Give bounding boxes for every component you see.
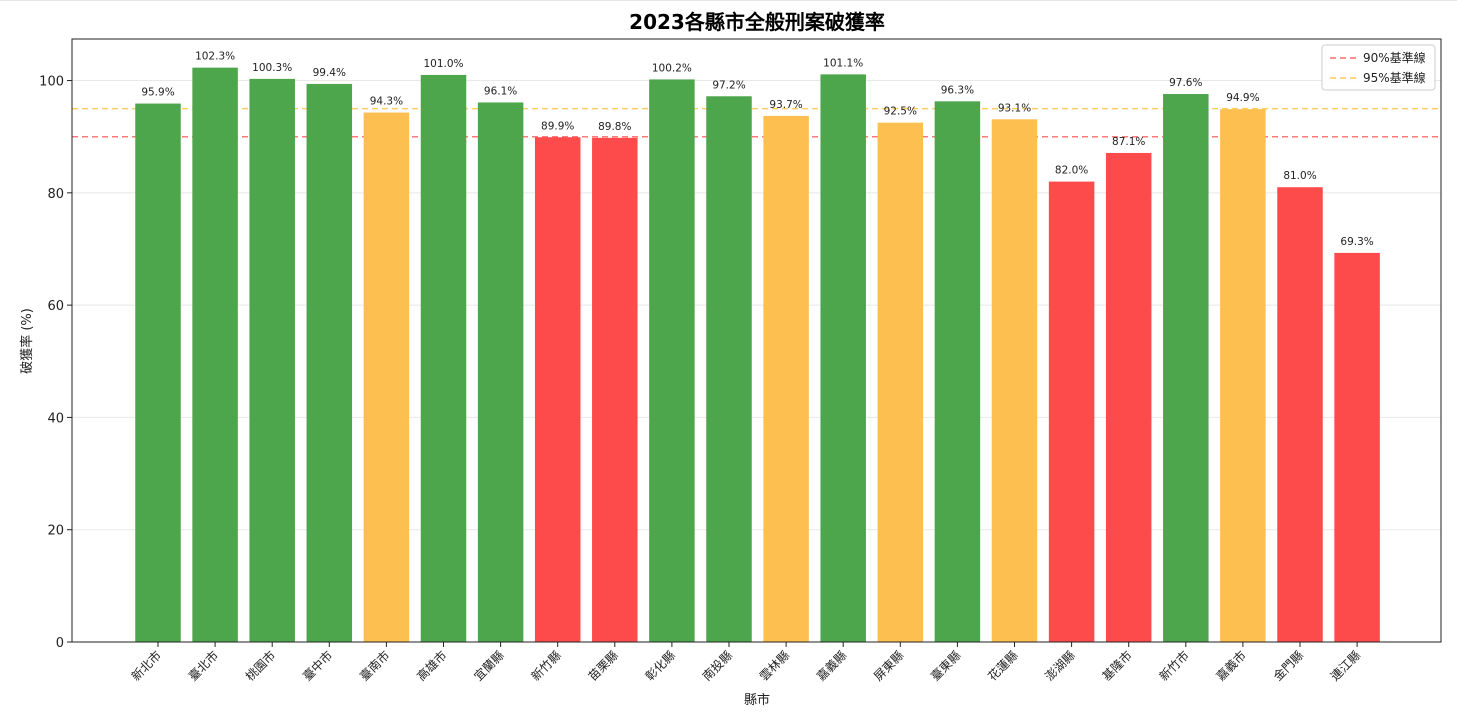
bar-2 (192, 67, 238, 642)
data-label-11: 97.2% (712, 79, 745, 91)
reference-lines (72, 107, 1441, 138)
data-label-4: 99.4% (313, 67, 346, 79)
data-label-18: 87.1% (1112, 136, 1145, 148)
data-label-14: 92.5% (884, 106, 917, 118)
x-tick-label-15: 臺東縣 (927, 648, 963, 684)
y-tick-label-80: 80 (47, 187, 64, 202)
x-tick-label-9: 苗栗縣 (586, 648, 621, 683)
bar-11 (706, 96, 752, 642)
y-tick-label-0: 0 (56, 636, 64, 651)
bar-17 (1048, 181, 1095, 642)
y-tick-label-100: 100 (39, 75, 64, 90)
grid-lines (72, 80, 1441, 531)
x-tick-label-5: 臺南市 (356, 648, 392, 684)
legend: 90%基準線 95%基準線 (1321, 44, 1436, 91)
bar-14 (877, 122, 924, 642)
x-axis-label: 縣市 (744, 692, 770, 708)
y-axis-label: 破獲率 (%) (19, 308, 35, 374)
legend-label-90: 90%基準線 (1363, 50, 1426, 65)
x-tick-label-7: 宜蘭縣 (471, 648, 507, 684)
y-tick-label-40: 40 (47, 411, 64, 426)
bar-4 (306, 83, 353, 642)
x-tick-label-20: 嘉義市 (1213, 648, 1249, 684)
bar-16 (991, 119, 1038, 642)
y-axis-ticks: 0 20 40 60 80 100 (39, 75, 72, 651)
data-label-16: 93.1% (998, 102, 1031, 114)
x-tick-label-2: 臺北市 (185, 648, 221, 684)
data-label-1: 95.9% (141, 87, 174, 99)
x-tick-label-12: 雲林縣 (757, 648, 792, 683)
data-label-13: 101.1% (823, 57, 863, 69)
data-label-2: 102.3% (195, 51, 235, 63)
bar-22 (1334, 252, 1380, 643)
data-label-15: 96.3% (941, 84, 974, 96)
data-label-21: 81.0% (1283, 170, 1316, 182)
data-label-7: 96.1% (484, 85, 517, 97)
x-tick-label-10: 彰化縣 (642, 648, 678, 684)
data-label-9: 89.8% (598, 121, 631, 133)
bar-9 (592, 137, 638, 642)
x-tick-label-17: 澎湖縣 (1042, 648, 1078, 684)
x-tick-label-19: 新竹市 (1156, 648, 1192, 684)
x-tick-label-4: 臺中市 (299, 648, 335, 684)
bar-15 (934, 101, 981, 642)
bar-7 (477, 102, 524, 642)
data-labels: 95.9% 102.3% 100.3% 99.4% 94.3% 101.0% 96.1% 89… (141, 51, 1373, 248)
bar-10 (649, 79, 695, 643)
x-axis-ticks: 新北市 臺北市 桃園市 臺中市 臺南市 高雄市 宜蘭縣 新竹縣 苗栗縣 彰化縣 南投縣 雲林縣 嘉義縣屏… (128, 642, 1363, 684)
bar-8 (534, 137, 581, 642)
data-label-22: 69.3% (1340, 236, 1373, 248)
legend-label-95: 95%基準線 (1363, 70, 1426, 85)
x-tick-label-6: 高雄市 (414, 648, 450, 684)
bar-12 (763, 115, 809, 642)
x-tick-label-1: 新北市 (128, 648, 164, 684)
x-tick-label-3: 桃園市 (242, 648, 278, 684)
data-label-3: 100.3% (252, 62, 292, 74)
y-tick-label-60: 60 (47, 299, 64, 314)
bar-20 (1220, 109, 1266, 642)
bar-6 (420, 74, 467, 642)
x-tick-label-22: 連江縣 (1328, 648, 1363, 683)
chart-title: 2023各縣市全般刑案破獲率 (629, 10, 885, 34)
data-label-12: 93.7% (769, 99, 802, 111)
bars (135, 67, 1380, 643)
bar-18 (1105, 152, 1152, 642)
bar-3 (249, 78, 295, 642)
x-tick-label-16: 花蓮縣 (985, 648, 1021, 684)
plot-frame (71, 38, 1442, 643)
x-tick-label-21: 金門縣 (1270, 648, 1306, 684)
data-label-8: 89.9% (541, 120, 574, 132)
data-label-20: 94.9% (1226, 92, 1259, 104)
x-tick-label-11: 南投縣 (699, 648, 735, 684)
bar-5 (363, 112, 410, 642)
bar-1 (135, 103, 181, 643)
data-label-17: 82.0% (1055, 165, 1088, 177)
y-tick-label-20: 20 (47, 524, 64, 539)
x-tick-label-8: 新竹縣 (528, 648, 564, 684)
bar-21 (1277, 187, 1323, 643)
bar-13 (820, 74, 866, 642)
x-tick-label-14: 屏東縣 (871, 648, 906, 683)
data-label-10: 100.2% (652, 62, 692, 74)
data-label-19: 97.6% (1169, 77, 1202, 89)
x-tick-label-13: 嘉義縣 (813, 648, 849, 684)
x-tick-label-18: 基隆市 (1099, 648, 1135, 684)
bar-19 (1163, 94, 1209, 643)
data-label-5: 94.3% (370, 96, 403, 108)
data-label-6: 101.0% (423, 58, 463, 70)
